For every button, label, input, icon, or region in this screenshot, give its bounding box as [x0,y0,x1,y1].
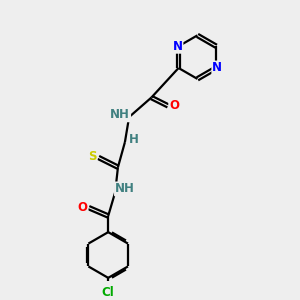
Text: N: N [172,40,182,53]
Text: Cl: Cl [102,286,115,299]
Text: O: O [169,99,179,112]
Text: O: O [78,201,88,214]
Text: S: S [88,150,97,163]
Text: NH: NH [115,182,135,196]
Text: NH: NH [110,108,130,121]
Text: N: N [212,61,222,74]
Text: H: H [129,133,139,146]
